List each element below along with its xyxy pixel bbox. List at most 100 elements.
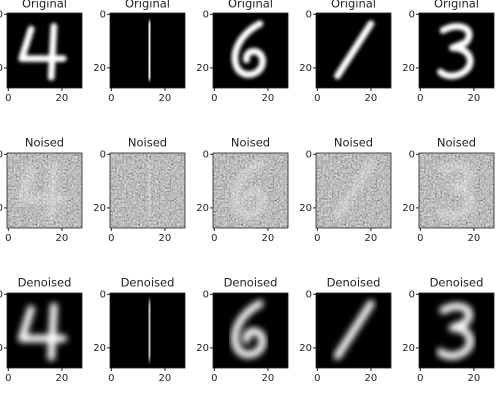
digit [18,23,67,81]
digit [231,20,266,78]
y-tick-label: 0 [409,9,415,20]
image-frame [212,152,289,229]
image-background [7,13,82,88]
image-panel: 0 0 20 20 [0,9,83,104]
panel-title: Denoised [224,276,278,290]
x-tick-label: 0 [211,93,217,104]
image-frame [6,292,83,369]
faint-digit [144,159,155,222]
x-tick-label: 20 [262,93,275,104]
image-background [7,293,82,368]
y-tick-label: 20 [402,203,415,214]
y-tick-label: 0 [409,149,415,160]
y-tick-label: 20 [93,63,106,74]
panel-title: Noised [334,136,373,150]
x-tick-label: 20 [56,93,69,104]
x-tick-label: 20 [56,373,69,384]
y-tick-label: 0 [100,149,106,160]
image-frame [315,292,392,369]
x-tick-label: 0 [211,233,217,244]
y-tick-label: 20 [0,63,3,74]
image-panel: 0 0 20 20 [402,149,495,244]
y-tick-label: 0 [203,289,209,300]
y-tick-label: 20 [0,203,3,214]
digit [17,302,68,362]
y-tick-label: 0 [0,149,3,160]
x-tick-label: 20 [365,373,378,384]
panel-title: Denoised [430,276,484,290]
panel-title: Noised [128,136,167,150]
x-tick-label: 20 [159,93,172,104]
x-tick-label: 20 [468,233,481,244]
panel-title: Denoised [121,276,175,290]
image-panel: 0 0 20 20 [196,9,289,104]
panel-title: Original [125,0,170,11]
image-frame [418,292,495,369]
y-tick-label: 0 [100,289,106,300]
image-frame [212,12,289,89]
image-frame [109,12,186,89]
image-frame [6,12,83,89]
image-panel: 0 0 20 20 [299,9,392,104]
x-tick-label: 0 [314,233,320,244]
image-frame [315,152,392,229]
x-tick-label: 20 [159,373,172,384]
x-tick-label: 0 [417,373,423,384]
x-tick-label: 20 [468,373,481,384]
y-tick-label: 0 [409,289,415,300]
x-tick-label: 20 [365,93,378,104]
image-panel: 0 0 20 20 [402,9,495,104]
faint-digit [333,159,375,220]
panel-title: Denoised [327,276,381,290]
x-tick-label: 0 [5,93,11,104]
panel-title: Noised [25,136,64,150]
panel-title: Original [331,0,376,11]
faint-digit [231,159,267,219]
y-tick-label: 0 [306,289,312,300]
y-tick-label: 0 [203,9,209,20]
panel-title: Noised [231,136,270,150]
y-tick-label: 20 [196,203,209,214]
image-panel: 0 0 20 20 [0,149,83,244]
y-tick-label: 0 [0,289,3,300]
x-tick-label: 0 [314,373,320,384]
image-frame [109,152,186,229]
digit [231,299,267,359]
x-tick-label: 20 [365,233,378,244]
x-tick-label: 20 [159,233,172,244]
panel-title: Original [228,0,273,11]
y-tick-label: 0 [306,9,312,20]
x-tick-label: 20 [262,373,275,384]
y-tick-label: 0 [306,149,312,160]
image-frame [418,12,495,89]
panel-title: Noised [437,136,476,150]
y-tick-label: 0 [0,9,3,20]
x-tick-label: 0 [417,233,423,244]
x-tick-label: 0 [417,93,423,104]
digit [333,299,375,360]
x-tick-label: 0 [5,373,11,384]
y-tick-label: 20 [196,63,209,74]
x-tick-label: 20 [56,233,69,244]
y-tick-label: 20 [299,63,312,74]
digit [334,20,375,80]
y-tick-label: 0 [100,9,106,20]
faint-digit [436,162,475,220]
panel-title: Denoised [18,276,72,290]
y-tick-label: 20 [93,203,106,214]
y-tick-label: 20 [0,343,3,354]
faint-digit [17,162,68,222]
x-tick-label: 0 [108,373,114,384]
image-frame [315,12,392,89]
image-panel: 0 0 20 20 [93,289,186,384]
image-panel: 0 0 20 20 [93,9,186,104]
digit [145,299,154,362]
y-tick-label: 0 [203,149,209,160]
x-tick-label: 0 [314,93,320,104]
image-panel: 0 0 20 20 [196,149,289,244]
y-tick-label: 20 [402,63,415,74]
y-tick-label: 20 [402,343,415,354]
x-tick-label: 0 [108,93,114,104]
panel-title: Original [22,0,67,11]
